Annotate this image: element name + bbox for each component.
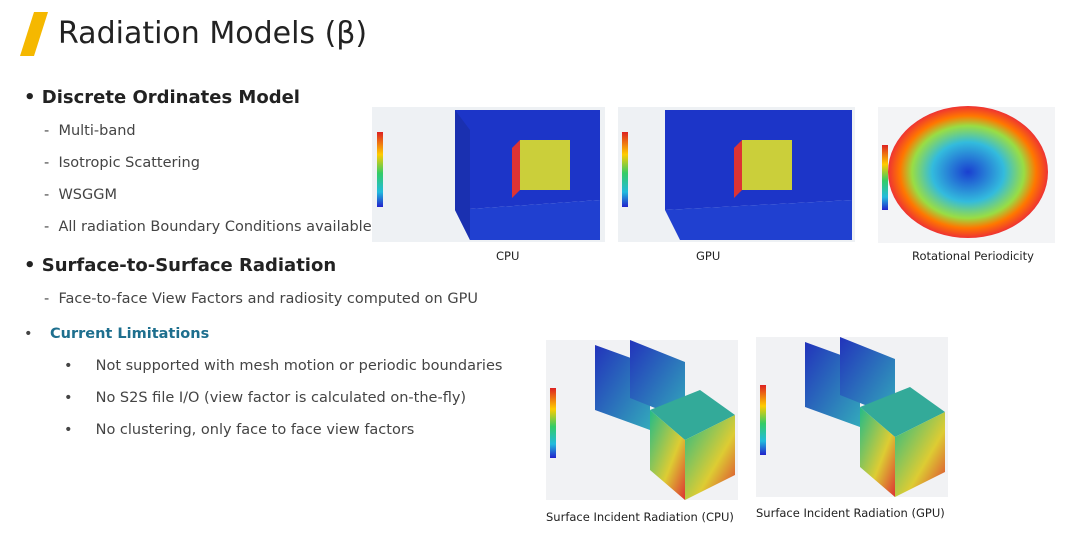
item-text: Face-to-face View Factors and radiosity … [58,291,478,307]
item-text: No clustering, only face to face view fa… [95,422,415,438]
heading-text: Surface-to-Surface Radiation [41,255,337,276]
caption: GPU [696,249,721,263]
s2s-gpu-image [756,337,948,497]
sub-item: - Multi-band [44,123,136,139]
heading-text: Discrete Ordinates Model [41,87,300,108]
bullet-heading: • Surface-to-Surface Radiation [24,255,337,276]
sub-item: - Face-to-face View Factors and radiosit… [44,291,478,307]
item-text: All radiation Boundary Conditions availa… [58,219,372,235]
item-text: Multi-band [58,123,136,139]
sub-item: • No S2S file I/O (view factor is calcul… [64,390,467,406]
sub-item: • Not supported with mesh motion or peri… [64,358,503,374]
limitations-title: Current Limitations [50,326,210,342]
caption: CPU [496,249,520,263]
caption: Surface Incident Radiation (GPU) [756,506,945,520]
accent-bar [20,12,48,56]
s2s-cpu-image [546,340,738,500]
bullet: • [24,326,33,342]
sub-item: • No clustering, only face to face view … [64,422,415,438]
item-text: Not supported with mesh motion or period… [95,358,503,374]
item-text: WSGGM [58,187,117,203]
gpu-image [618,107,855,242]
caption: Surface Incident Radiation (CPU) [546,510,734,524]
item-text: Isotropic Scattering [58,155,200,171]
sub-item: - Isotropic Scattering [44,155,200,171]
item-text: No S2S file I/O (view factor is calculat… [95,390,467,406]
rotational-image [878,106,1055,243]
bullet-heading: • Discrete Ordinates Model [24,87,300,108]
sub-item: - All radiation Boundary Conditions avai… [44,219,372,235]
caption: Rotational Periodicity [912,249,1034,263]
title: Radiation Models (β) [58,16,368,51]
sub-item: - WSGGM [44,187,117,203]
cpu-image [372,107,605,242]
